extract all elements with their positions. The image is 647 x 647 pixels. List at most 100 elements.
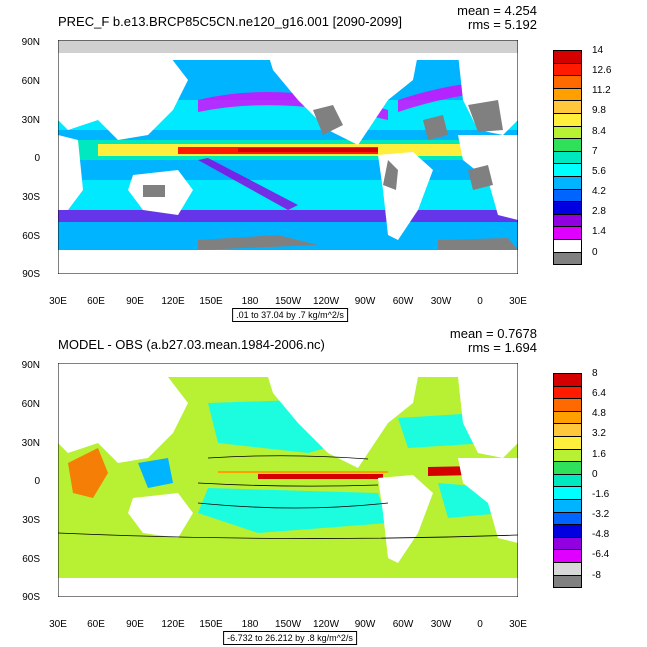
chart-title: PREC_F b.e13.BRCP85C5CN.ne120_g16.001 [2… xyxy=(58,14,403,29)
arctic-region xyxy=(58,363,518,377)
colorbar-swatch xyxy=(553,75,582,89)
x-tick-label: 30E xyxy=(509,619,527,630)
x-tick-label: 0 xyxy=(477,296,483,307)
colorbar-swatch xyxy=(553,385,582,400)
colorbar-label: -8 xyxy=(592,569,601,581)
colorbar-swatch xyxy=(553,511,582,526)
contour-range-label: .01 to 37.04 by .7 kg/m^2/s xyxy=(232,308,348,322)
colorbar-swatch xyxy=(553,138,582,152)
colorbar-swatch xyxy=(553,50,582,64)
itcz-positive-band xyxy=(258,474,383,479)
x-tick-label: 150W xyxy=(274,619,302,630)
y-tick-label: 60N xyxy=(21,76,40,87)
x-tick-label: 0 xyxy=(477,619,483,630)
x-tick-label: 120W xyxy=(312,296,340,307)
colorbar-swatch xyxy=(553,87,582,102)
colorbar-label: -3.2 xyxy=(592,509,610,521)
colorbar-swatch xyxy=(553,112,582,127)
x-tick-label: 30W xyxy=(430,296,452,307)
asia-landmass xyxy=(58,54,188,140)
x-tick-label: 30E xyxy=(49,296,67,307)
north-america-landmass xyxy=(268,377,418,468)
colorbar-label: 4.8 xyxy=(592,408,606,420)
colorbar-label: 8 xyxy=(592,368,598,379)
mean-stat: mean = 4.254 xyxy=(457,3,537,18)
x-tick-label: 180 xyxy=(241,619,259,630)
mean-stat: mean = 0.7678 xyxy=(449,326,537,341)
south-america-landmass xyxy=(378,475,433,563)
colorbar-label: 0 xyxy=(592,246,598,258)
y-tick-label: 90N xyxy=(21,37,40,48)
y-tick-label: 0 xyxy=(34,153,40,164)
colorbar-label: -6.4 xyxy=(592,549,610,561)
x-tick-label: 60W xyxy=(392,619,414,630)
colorbar-label: 12.6 xyxy=(592,65,612,77)
y-tick-label: 90S xyxy=(22,592,40,603)
colorbar-swatch xyxy=(553,373,582,387)
y-tick-label: 30N xyxy=(21,115,40,126)
y-tick-label: 30S xyxy=(22,192,40,203)
colorbar-label: 6.4 xyxy=(592,388,606,400)
y-tick-label: 60S xyxy=(22,231,40,242)
colorbar-swatch xyxy=(553,435,582,450)
x-tick-label: 180 xyxy=(241,296,259,307)
colorbar-label: 4.2 xyxy=(592,186,606,198)
colorbar-swatch xyxy=(553,188,582,203)
colorbar-swatch xyxy=(553,574,582,589)
x-tick-label: 90E xyxy=(126,619,144,630)
colorbar-swatch xyxy=(553,549,582,563)
colorbar-swatch xyxy=(553,163,582,177)
x-tick-label: 150E xyxy=(199,296,223,307)
x-tick-label: 30E xyxy=(509,296,527,307)
colorbar-swatch xyxy=(553,423,582,437)
colorbar-label: 5.6 xyxy=(592,165,606,177)
precip-map xyxy=(58,40,518,274)
antarctica-landmass xyxy=(58,578,518,597)
colorbar-label: 3.2 xyxy=(592,428,606,440)
colorbar-swatch xyxy=(553,175,582,190)
bottom-chart-panel: MODEL - OBS (a.b27.03.mean.1984-2006.nc)… xyxy=(0,323,647,646)
asia-landmass xyxy=(58,377,188,463)
chart-title: MODEL - OBS (a.b27.03.mean.1984-2006.nc) xyxy=(58,337,325,352)
x-tick-label: 60W xyxy=(392,296,414,307)
colorbar-label: 8.4 xyxy=(592,125,606,137)
colorbar-label: -4.8 xyxy=(592,529,610,541)
colorbar-label: 7 xyxy=(592,145,598,157)
y-tick-label: 90S xyxy=(22,269,40,280)
x-tick-label: 90E xyxy=(126,296,144,307)
colorbar xyxy=(553,50,582,266)
colorbar-swatch xyxy=(553,486,582,500)
colorbar-swatch xyxy=(553,251,582,266)
x-tick-label: 120W xyxy=(312,619,340,630)
colorbar-swatch xyxy=(553,125,582,140)
rms-stat: rms = 1.694 xyxy=(467,340,537,355)
colorbar-swatch xyxy=(553,238,582,253)
x-tick-label: 60E xyxy=(87,296,105,307)
north-america-landmass xyxy=(268,54,418,145)
colorbar-swatch xyxy=(553,536,582,551)
colorbar-label: 2.8 xyxy=(592,206,606,218)
colorbar-swatch xyxy=(553,62,582,77)
colorbar-swatch xyxy=(553,100,582,114)
rms-stat: rms = 5.192 xyxy=(467,17,537,32)
colorbar-swatch xyxy=(553,398,582,412)
y-tick-label: 0 xyxy=(34,476,40,487)
colorbar-swatch xyxy=(553,201,582,215)
x-tick-label: 120E xyxy=(161,296,185,307)
y-tick-label: 90N xyxy=(21,360,40,371)
top-chart-panel: PREC_F b.e13.BRCP85C5CN.ne120_g16.001 [2… xyxy=(0,0,647,323)
colorbar-swatch xyxy=(553,448,582,463)
antarctica-landmass xyxy=(58,250,518,274)
x-tick-label: 150E xyxy=(199,619,223,630)
y-tick-label: 60S xyxy=(22,554,40,565)
colorbar-label: 11.2 xyxy=(592,85,611,97)
x-tick-label: 90W xyxy=(354,619,376,630)
difference-map xyxy=(58,363,518,597)
colorbar-label: 14 xyxy=(592,45,604,56)
colorbar-label: 1.4 xyxy=(592,226,606,238)
colorbar-swatch xyxy=(553,410,582,425)
y-tick-label: 30N xyxy=(21,438,40,449)
colorbar-label: 0 xyxy=(592,468,598,480)
colorbar-swatch xyxy=(553,213,582,228)
colorbar-swatch xyxy=(553,150,582,165)
